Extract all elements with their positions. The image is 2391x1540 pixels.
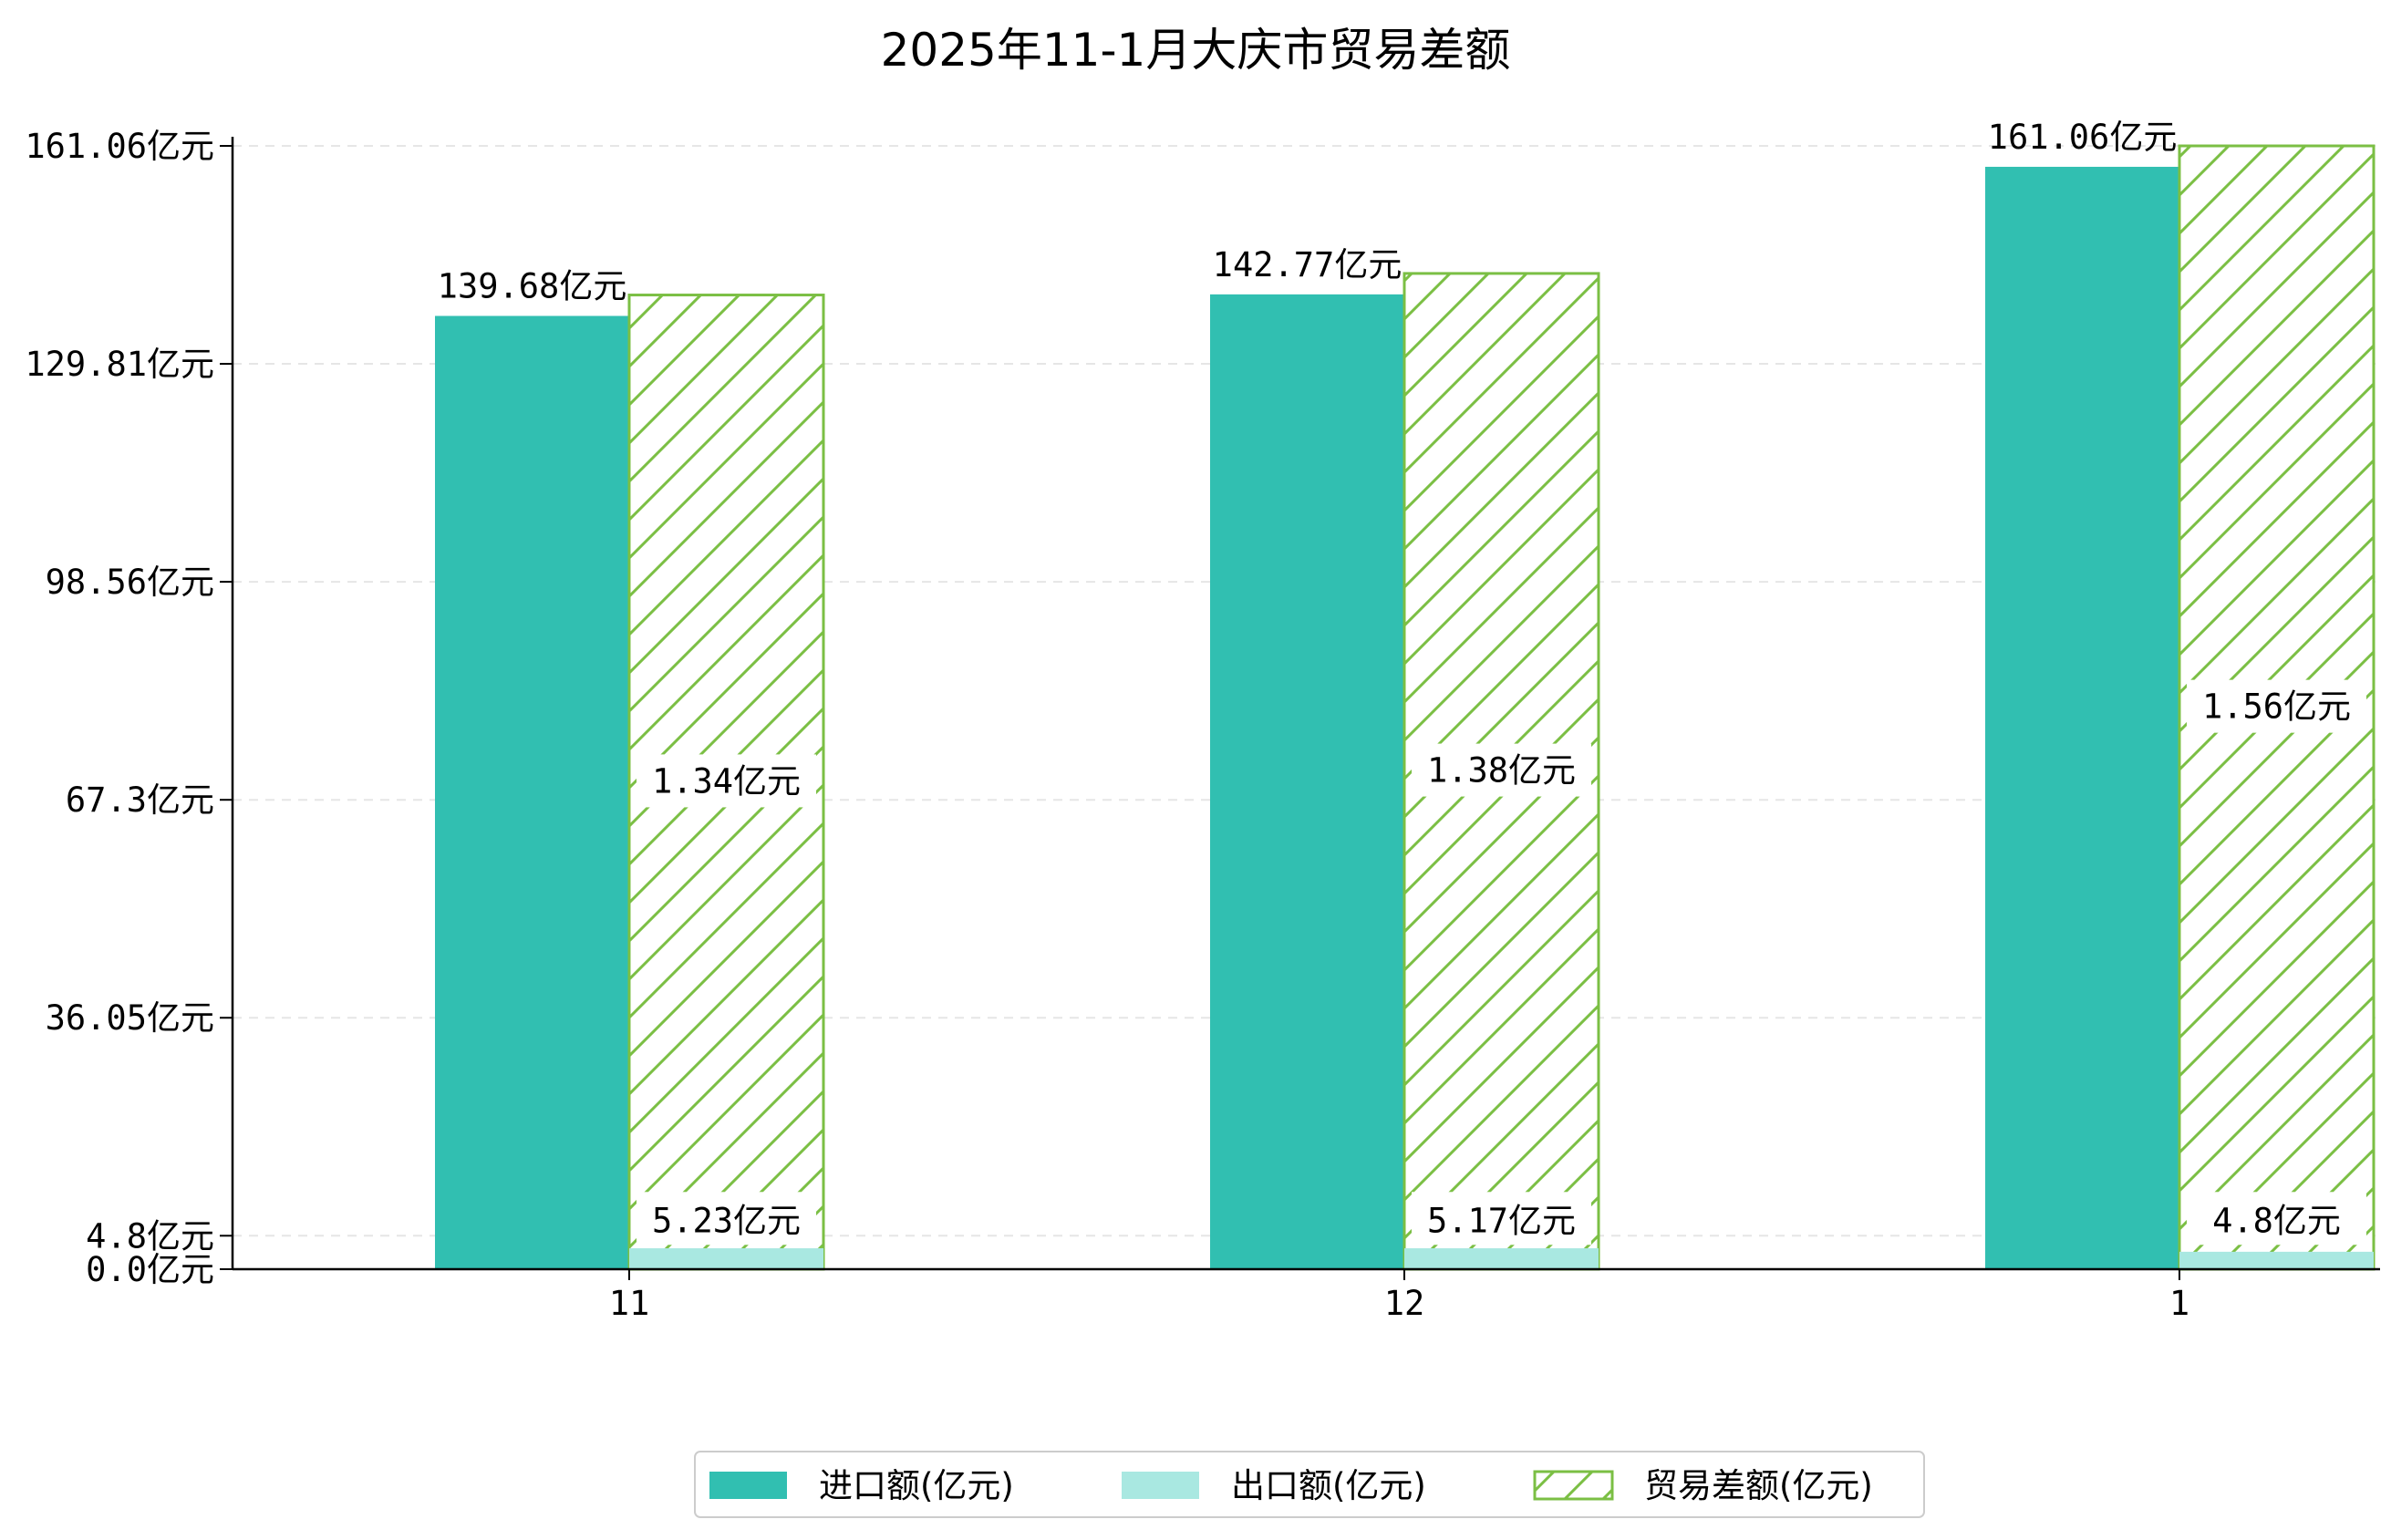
bar-import (1210, 294, 1404, 1269)
y-tick-label: 129.81亿元 (25, 345, 214, 384)
x-tick-label: 11 (609, 1284, 650, 1323)
y-tick-label: 0.0亿元 (86, 1250, 214, 1289)
data-label-balance: 1.34亿元 (652, 761, 801, 801)
bar-export (1404, 1248, 1599, 1269)
data-label-import: 139.68亿元 (438, 266, 627, 305)
data-label-import: 161.06亿元 (1988, 118, 2178, 157)
data-label-box (1412, 1192, 1591, 1245)
legend-label: 贸易差额(亿元) (1644, 1466, 1873, 1505)
data-label-box (637, 1192, 816, 1245)
chart-title: 2025年11-1月大庆市贸易差额 (881, 24, 1511, 77)
legend-box (694, 1451, 1925, 1518)
legend-swatch (1122, 1472, 1199, 1499)
y-tick-label: 161.06亿元 (25, 127, 214, 166)
data-label-import: 142.77亿元 (1213, 245, 1403, 284)
legend-label: 出口额(亿元) (1231, 1466, 1426, 1505)
bar-import (1985, 166, 2179, 1269)
axes: 0.0亿元4.8亿元36.05亿元67.3亿元98.56亿元129.81亿元16… (25, 127, 2380, 1323)
x-tick-label: 12 (1384, 1284, 1425, 1323)
data-label-balance: 1.56亿元 (2202, 687, 2351, 727)
y-tick-label: 98.56亿元 (46, 563, 214, 602)
data-label-box (637, 754, 816, 808)
bar-import (435, 315, 629, 1270)
y-tick-label: 4.8亿元 (86, 1216, 214, 1256)
data-label-box (1412, 743, 1591, 797)
data-label-export: 4.8亿元 (2212, 1201, 2341, 1240)
bars (435, 144, 2375, 1271)
legend-swatch (1533, 1470, 1614, 1501)
data-label-box (2187, 679, 2366, 733)
legend-swatch (709, 1472, 787, 1499)
x-tick-label: 1 (2169, 1284, 2189, 1323)
y-tick-label: 36.05亿元 (46, 998, 214, 1038)
y-tick-label: 67.3亿元 (66, 780, 214, 820)
data-labels: 139.68亿元 1.34亿元 5.23亿元 142.77亿元 1.38亿元 5.17亿元… (438, 118, 2366, 1245)
data-label-balance: 1.38亿元 (1427, 751, 1576, 791)
data-label-export: 5.17亿元 (1427, 1201, 1576, 1240)
data-label-box (2187, 1192, 2366, 1245)
legend-label: 进口额(亿元) (819, 1466, 1014, 1505)
bar-export (629, 1248, 823, 1269)
legend: 进口额(亿元) 出口额(亿元) 贸易差额(亿元) (694, 1451, 1925, 1518)
bar-export (2179, 1251, 2374, 1269)
data-label-export: 5.23亿元 (652, 1201, 801, 1240)
